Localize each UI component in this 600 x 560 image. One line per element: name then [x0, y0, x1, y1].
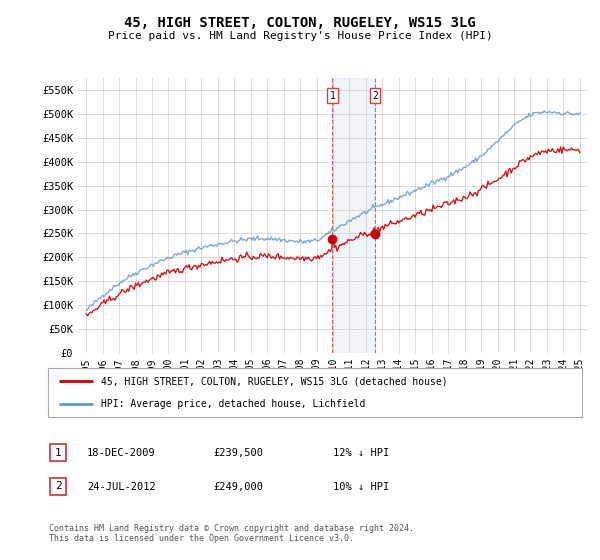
FancyBboxPatch shape — [50, 478, 67, 494]
Text: HPI: Average price, detached house, Lichfield: HPI: Average price, detached house, Lich… — [101, 399, 366, 409]
Text: 2: 2 — [55, 482, 62, 491]
Text: Price paid vs. HM Land Registry's House Price Index (HPI): Price paid vs. HM Land Registry's House … — [107, 31, 493, 41]
Text: 10% ↓ HPI: 10% ↓ HPI — [333, 482, 389, 492]
Text: 45, HIGH STREET, COLTON, RUGELEY, WS15 3LG (detached house): 45, HIGH STREET, COLTON, RUGELEY, WS15 3… — [101, 376, 448, 386]
Text: 18-DEC-2009: 18-DEC-2009 — [87, 448, 156, 458]
Text: Contains HM Land Registry data © Crown copyright and database right 2024.
This d: Contains HM Land Registry data © Crown c… — [49, 524, 414, 543]
Text: £249,000: £249,000 — [213, 482, 263, 492]
FancyBboxPatch shape — [50, 445, 67, 461]
Text: £239,500: £239,500 — [213, 448, 263, 458]
Text: 1: 1 — [55, 448, 62, 458]
Text: 24-JUL-2012: 24-JUL-2012 — [87, 482, 156, 492]
Text: 2: 2 — [372, 91, 378, 101]
Text: 1: 1 — [329, 91, 335, 101]
FancyBboxPatch shape — [48, 368, 582, 417]
Bar — [332, 78, 375, 353]
Text: 45, HIGH STREET, COLTON, RUGELEY, WS15 3LG: 45, HIGH STREET, COLTON, RUGELEY, WS15 3… — [124, 16, 476, 30]
Text: 12% ↓ HPI: 12% ↓ HPI — [333, 448, 389, 458]
